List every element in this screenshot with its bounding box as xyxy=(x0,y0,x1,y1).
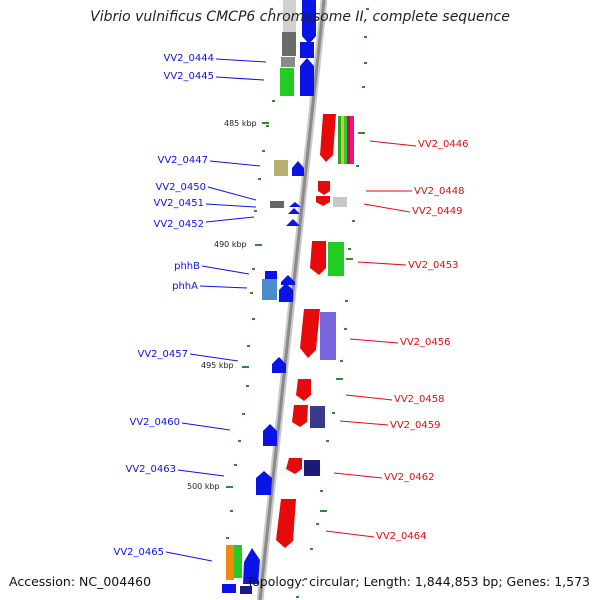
gene-block[interactable] xyxy=(338,116,341,164)
gene-block[interactable] xyxy=(310,406,325,428)
gene-label-vv2-0460[interactable]: VV2_0460 xyxy=(130,417,181,428)
gene-label-vv2-0465[interactable]: VV2_0465 xyxy=(114,547,165,558)
gene-arrow[interactable] xyxy=(292,161,304,176)
gene-label-vv2-0449[interactable]: VV2_0449 xyxy=(412,206,463,217)
gene-label-vv2-0445[interactable]: VV2_0445 xyxy=(164,71,215,82)
scale-label-485: 485 kbp xyxy=(224,119,257,128)
outer-tick-marks xyxy=(226,8,369,598)
gene-arrow[interactable] xyxy=(300,42,314,58)
gene-arrow[interactable] xyxy=(289,202,301,207)
gene-label-vv2-0444[interactable]: VV2_0444 xyxy=(164,53,215,64)
map-title: Vibrio vulnificus CMCP6 chromosome II, c… xyxy=(90,9,510,25)
gene-block[interactable] xyxy=(265,271,277,280)
gene-label-vv2-0452[interactable]: VV2_0452 xyxy=(154,219,205,230)
gene-block[interactable] xyxy=(280,68,294,96)
gene-label-vv2-0451[interactable]: VV2_0451 xyxy=(154,198,205,209)
gene-label-phha[interactable]: phhA xyxy=(172,281,198,292)
gene-label-phhb[interactable]: phhB xyxy=(174,261,200,272)
gene-block[interactable] xyxy=(234,545,242,578)
gene-label-vv2-0464[interactable]: VV2_0464 xyxy=(376,531,427,542)
gene-arrow[interactable] xyxy=(279,283,293,302)
gene-arrow[interactable] xyxy=(300,309,320,358)
gene-label-vv2-0459[interactable]: VV2_0459 xyxy=(390,420,441,431)
gene-label-vv2-0446[interactable]: VV2_0446 xyxy=(418,139,469,150)
gene-label-vv2-0450[interactable]: VV2_0450 xyxy=(156,182,207,193)
gene-block[interactable] xyxy=(320,312,336,360)
gene-block[interactable] xyxy=(270,201,284,208)
gene-block[interactable] xyxy=(304,460,320,476)
gene-block[interactable] xyxy=(341,116,344,164)
gene-label-vv2-0448[interactable]: VV2_0448 xyxy=(414,186,465,197)
gene-arrow[interactable] xyxy=(302,0,316,44)
gene-block[interactable] xyxy=(274,160,288,176)
gene-block[interactable] xyxy=(283,0,296,32)
gene-block[interactable] xyxy=(222,584,236,593)
gene-arrow[interactable] xyxy=(243,548,260,584)
gene-block[interactable] xyxy=(328,242,344,276)
gene-arrow[interactable] xyxy=(286,219,300,226)
gene-label-vv2-0457[interactable]: VV2_0457 xyxy=(138,349,189,360)
gene-block[interactable] xyxy=(333,197,347,207)
gene-arrow[interactable] xyxy=(263,424,277,446)
kbp-ticks xyxy=(226,122,365,512)
gene-arrow[interactable] xyxy=(320,114,336,162)
forward-gene-labels xyxy=(165,58,267,562)
gene-arrow[interactable] xyxy=(292,405,308,427)
reverse-strand-genes xyxy=(276,114,354,548)
gene-block[interactable] xyxy=(281,57,295,67)
gene-arrow[interactable] xyxy=(276,499,296,548)
scale-label-500: 500 kbp xyxy=(187,482,220,491)
gene-arrow[interactable] xyxy=(281,275,295,285)
gene-arrow[interactable] xyxy=(288,208,300,214)
gene-arrow[interactable] xyxy=(316,196,330,206)
gene-arrow[interactable] xyxy=(296,379,311,401)
gene-label-vv2-0458[interactable]: VV2_0458 xyxy=(394,394,445,405)
gene-arrow[interactable] xyxy=(318,181,330,195)
gene-block[interactable] xyxy=(347,116,350,164)
gene-arrow[interactable] xyxy=(286,458,302,474)
gene-arrow[interactable] xyxy=(310,241,326,275)
forward-strand-genes xyxy=(222,0,316,594)
gene-block[interactable] xyxy=(350,116,354,164)
gene-arrow[interactable] xyxy=(272,357,286,373)
gene-block[interactable] xyxy=(282,32,296,56)
gene-label-vv2-0447[interactable]: VV2_0447 xyxy=(158,155,209,166)
gene-label-vv2-0463[interactable]: VV2_0463 xyxy=(126,464,177,475)
gene-label-vv2-0462[interactable]: VV2_0462 xyxy=(384,472,435,483)
gene-label-vv2-0453[interactable]: VV2_0453 xyxy=(408,260,459,271)
scale-label-495: 495 kbp xyxy=(201,361,234,370)
gene-label-vv2-0456[interactable]: VV2_0456 xyxy=(400,337,451,348)
topology-text: Topology: circular; Length: 1,844,853 bp… xyxy=(246,574,590,589)
scale-label-490: 490 kbp xyxy=(214,240,247,249)
gene-block[interactable] xyxy=(240,586,252,594)
accession-text: Accession: NC_004460 xyxy=(9,574,152,589)
gene-arrow[interactable] xyxy=(300,58,314,96)
gene-block[interactable] xyxy=(226,545,234,580)
gene-block[interactable] xyxy=(262,279,277,300)
reverse-gene-labels xyxy=(325,140,417,538)
gene-arrow[interactable] xyxy=(256,471,272,495)
gene-block[interactable] xyxy=(344,116,347,164)
